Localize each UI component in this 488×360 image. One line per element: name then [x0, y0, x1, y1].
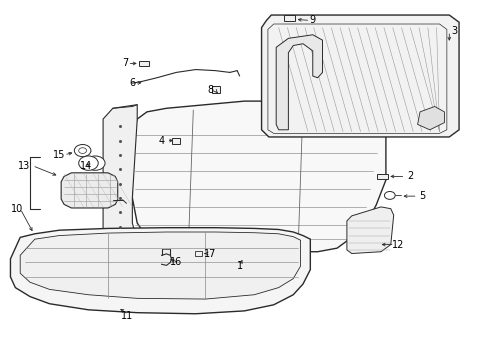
Polygon shape	[346, 207, 393, 253]
Text: 5: 5	[419, 191, 425, 201]
Polygon shape	[20, 232, 300, 299]
FancyBboxPatch shape	[376, 174, 387, 179]
Polygon shape	[261, 15, 458, 137]
Circle shape	[79, 148, 86, 153]
Text: 6: 6	[129, 78, 135, 88]
Polygon shape	[276, 35, 322, 130]
Text: 7: 7	[122, 58, 128, 68]
Polygon shape	[10, 228, 310, 314]
Text: 4: 4	[158, 136, 164, 145]
Text: 1: 1	[236, 261, 242, 271]
FancyBboxPatch shape	[139, 60, 149, 66]
Text: 10: 10	[11, 204, 23, 214]
Polygon shape	[103, 105, 137, 244]
Text: 13: 13	[18, 161, 30, 171]
FancyBboxPatch shape	[211, 86, 219, 93]
Text: 11: 11	[121, 311, 133, 321]
Text: 14: 14	[80, 161, 92, 171]
Polygon shape	[417, 107, 444, 130]
Text: 12: 12	[391, 239, 404, 249]
FancyBboxPatch shape	[172, 138, 180, 144]
Text: 16: 16	[170, 257, 182, 267]
Polygon shape	[267, 24, 446, 134]
Text: 15: 15	[53, 150, 65, 160]
Text: 3: 3	[450, 26, 456, 36]
Circle shape	[79, 156, 98, 170]
Polygon shape	[61, 173, 118, 208]
Text: 2: 2	[407, 171, 412, 181]
Circle shape	[74, 144, 91, 157]
Polygon shape	[132, 101, 385, 252]
Circle shape	[85, 156, 105, 170]
Circle shape	[384, 192, 394, 199]
Text: 8: 8	[207, 85, 213, 95]
Text: 9: 9	[309, 15, 315, 26]
Text: 17: 17	[204, 248, 216, 258]
FancyBboxPatch shape	[284, 15, 294, 22]
FancyBboxPatch shape	[195, 251, 202, 256]
